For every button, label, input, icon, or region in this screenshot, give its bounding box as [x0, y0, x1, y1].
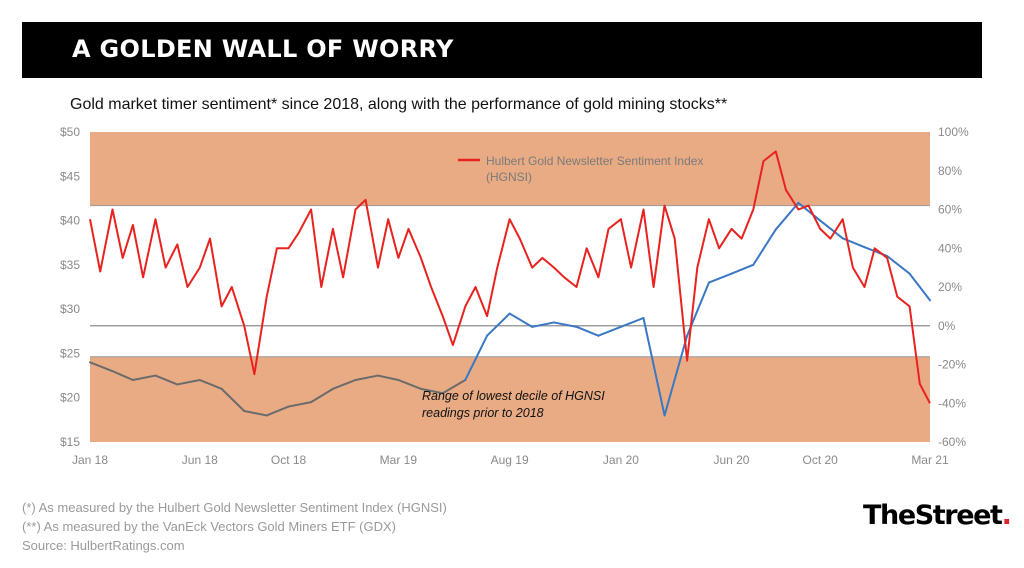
gdx-line-segment: [886, 255, 911, 275]
x-tick-label: Aug 19: [491, 453, 529, 467]
y-left-tick-label: $50: [60, 125, 80, 139]
x-tick-label: Oct 20: [803, 453, 839, 467]
logo-dot: .: [1001, 500, 1012, 531]
x-tick-label: Jan 20: [603, 453, 639, 467]
y-left-tick-label: $25: [60, 346, 80, 360]
gdx-line-segment: [797, 201, 822, 222]
gdx-line-segment: [597, 325, 622, 337]
x-tick-label: Jun 18: [182, 453, 218, 467]
gdx-line-segment: [397, 379, 422, 390]
gdx-line-segment: [441, 379, 467, 395]
gdx-line-segment: [111, 370, 134, 381]
gdx-line-segment: [774, 201, 800, 231]
gdx-line-segment: [310, 387, 334, 404]
chart-subtitle: Gold market timer sentiment* since 2018,…: [70, 96, 728, 113]
plot-panel: Gold market timer sentiment* since 2018,…: [22, 78, 982, 480]
lower-band-annotation: Range of lowest decile of HGNSI: [422, 389, 605, 403]
gdx-line-segment: [176, 379, 201, 386]
gdx-line-segment: [265, 405, 290, 417]
gdx-line-segment: [131, 374, 157, 381]
y-right-tick-label: 20%: [938, 280, 962, 294]
y-right-tick-label: 100%: [938, 125, 969, 139]
x-tick-label: Mar 19: [380, 453, 418, 467]
gdx-line-segment: [575, 325, 600, 337]
thestreet-logo: TheStreet.: [863, 500, 1012, 531]
legend-label-hgnsi: Hulbert Gold Newsletter Sentiment Index: [486, 154, 703, 168]
gdx-line-segment: [752, 228, 777, 266]
hgnsi-line: [89, 150, 931, 404]
gdx-line-segment: [89, 361, 114, 373]
sentiment-band-1: [90, 356, 930, 442]
lower-band-annotation: readings prior to 2018: [422, 406, 544, 420]
y-right-tick-label: -40%: [938, 396, 966, 410]
gdx-line-segment: [464, 334, 489, 381]
gdx-line-segment: [531, 321, 555, 328]
gdx-line-segment: [419, 387, 444, 395]
y-left-tick-label: $45: [60, 169, 80, 183]
x-tick-label: Mar 21: [911, 453, 949, 467]
gdx-line-segment: [707, 272, 733, 284]
x-tick-label: Jun 20: [713, 453, 749, 467]
footnote-1: (*) As measured by the Hulbert Gold News…: [22, 500, 447, 515]
gdx-line-segment: [553, 321, 578, 328]
x-tick-label: Jan 18: [72, 453, 108, 467]
gdx-line-segment: [331, 379, 357, 390]
x-tick-label: Oct 18: [271, 453, 307, 467]
gdx-line-segment: [198, 379, 223, 390]
y-right-tick-label: 80%: [938, 164, 962, 178]
chart-svg: $50 $45 $40 $35 $30 $25 $20 $15 100% 80% 60% 40% 20%…: [60, 125, 969, 467]
gdx-line-segment: [730, 263, 755, 275]
gdx-line-segment: [508, 312, 534, 328]
y-left-tick-label: $35: [60, 258, 80, 272]
source-note: Source: HulbertRatings.com: [22, 538, 185, 553]
chart-title: A GOLDEN WALL OF WORRY: [72, 35, 454, 63]
gdx-line-segment: [663, 334, 689, 417]
footnotes: (*) As measured by the Hulbert Gold News…: [22, 498, 447, 555]
gdx-line-segment: [287, 401, 313, 408]
gdx-line-segment: [486, 312, 511, 337]
gdx-line-segment: [377, 374, 400, 381]
footnote-2: (**) As measured by the VanEck Vectors G…: [22, 519, 396, 534]
y-right-tick-label: 40%: [938, 241, 962, 255]
sentiment-band-0: [90, 132, 930, 206]
logo-text: TheStreet: [863, 500, 1003, 531]
y-right-tick-label: -20%: [938, 358, 966, 372]
gdx-line-segment: [243, 410, 268, 417]
gdx-line-segment: [354, 374, 379, 381]
gdx-line-segment: [154, 374, 179, 386]
gdx-line-segment: [908, 272, 931, 302]
y-left-tick-label: $15: [60, 435, 80, 449]
y-left-tick-label: $40: [60, 214, 80, 228]
gdx-line-segment: [642, 317, 666, 417]
legend-label-hgnsi-abbr: (HGNSI): [486, 170, 532, 184]
title-bar: A GOLDEN WALL OF WORRY: [22, 22, 982, 78]
y-right-tick-label: 0%: [938, 319, 956, 333]
y-right-tick-label: -60%: [938, 435, 966, 449]
gdx-line-segment: [619, 317, 645, 328]
y-left-tick-label: $20: [60, 391, 80, 405]
y-left-tick-label: $30: [60, 302, 80, 316]
gdx-line-segment: [220, 387, 246, 412]
y-right-tick-label: 60%: [938, 203, 962, 217]
gdx-line-segment: [819, 219, 844, 240]
